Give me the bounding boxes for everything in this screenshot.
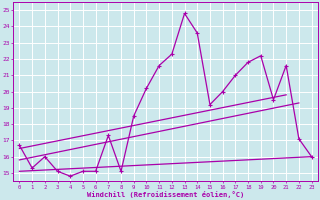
X-axis label: Windchill (Refroidissement éolien,°C): Windchill (Refroidissement éolien,°C): [87, 191, 244, 198]
